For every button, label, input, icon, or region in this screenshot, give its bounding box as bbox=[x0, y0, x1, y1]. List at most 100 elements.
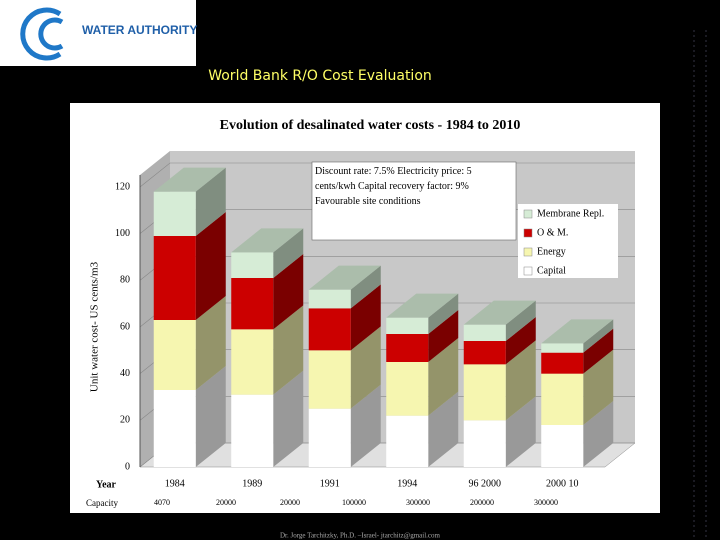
bar-side bbox=[195, 167, 226, 236]
x-axis-label: Year bbox=[96, 479, 117, 490]
x-tick-label: 1994 bbox=[397, 478, 417, 489]
annotation: Discount rate: 7.5% Electricity price: 5… bbox=[315, 166, 472, 207]
capacity-value: 200000 bbox=[470, 498, 494, 507]
capacity-value: 300000 bbox=[534, 498, 558, 507]
bar-front bbox=[541, 373, 584, 425]
slide-title: World Bank R/O Cost Evaluation bbox=[208, 68, 432, 84]
bar-front bbox=[153, 236, 196, 320]
bar-side bbox=[505, 396, 536, 467]
bar-side bbox=[583, 401, 614, 467]
bar-side bbox=[195, 212, 226, 320]
bar-side bbox=[195, 366, 226, 467]
x-tick-label: 1989 bbox=[242, 478, 262, 489]
bar-top bbox=[463, 300, 536, 325]
bar-segment bbox=[308, 326, 381, 409]
legend-swatch bbox=[523, 247, 533, 257]
x-tick-label: 1991 bbox=[320, 478, 340, 489]
bar-top bbox=[386, 293, 459, 318]
chart-title: Evolution of desalinated water costs - 1… bbox=[220, 118, 521, 133]
bar-side bbox=[273, 370, 304, 467]
bar-side bbox=[428, 338, 459, 416]
y-tick-label: 80 bbox=[120, 275, 130, 286]
y-tick-label: 60 bbox=[120, 321, 130, 332]
bar-side bbox=[505, 340, 536, 421]
bar-segment bbox=[541, 328, 614, 374]
bar-front bbox=[231, 252, 274, 278]
bar-segment bbox=[386, 338, 459, 416]
bar-segment bbox=[541, 319, 614, 353]
bar-segment bbox=[463, 340, 536, 421]
bar-side bbox=[350, 384, 381, 467]
bar-front bbox=[308, 308, 351, 351]
bar-side bbox=[273, 254, 304, 330]
bar-segment bbox=[308, 284, 381, 351]
bar-segment bbox=[231, 254, 304, 330]
logo-mark bbox=[20, 7, 64, 61]
bar-side bbox=[428, 391, 459, 467]
bar-side bbox=[273, 228, 304, 278]
x-tick-label: 1984 bbox=[165, 478, 185, 489]
legend-label: Membrane Repl. bbox=[537, 208, 604, 219]
bar-segment bbox=[386, 391, 459, 467]
capacity-label: Capacity bbox=[86, 498, 118, 508]
bar-side bbox=[583, 319, 614, 353]
bar-segment bbox=[231, 370, 304, 467]
bar-front bbox=[541, 352, 584, 374]
bar-front bbox=[231, 394, 274, 467]
bar-side bbox=[273, 305, 304, 395]
y-tick-label: 120 bbox=[115, 181, 130, 192]
bar-top bbox=[541, 319, 614, 344]
annotation-text: Discount rate: 7.5% Electricity price: 5… bbox=[315, 166, 472, 207]
bar-segment bbox=[541, 349, 614, 425]
bar-front bbox=[386, 415, 429, 467]
logo-arc bbox=[38, 17, 64, 51]
bar-front bbox=[308, 289, 351, 309]
bar-front bbox=[308, 350, 351, 409]
bar-segment bbox=[231, 305, 304, 395]
legend-label: Capital bbox=[537, 265, 566, 276]
bar-front bbox=[308, 408, 351, 467]
bar-side bbox=[350, 326, 381, 409]
capacity-value: 20000 bbox=[216, 498, 236, 507]
y-tick-label: 0 bbox=[125, 461, 130, 472]
decor-lines bbox=[693, 30, 707, 540]
capacity-value: 20000 bbox=[280, 498, 300, 507]
bar-side bbox=[428, 310, 459, 362]
bar-front bbox=[153, 191, 196, 236]
legend-swatch bbox=[523, 266, 533, 276]
y-axis-label: Unit water cost- US cents/m3 bbox=[89, 261, 101, 392]
bar-side bbox=[428, 293, 459, 334]
x-tick-label: 96 2000 bbox=[469, 478, 502, 489]
bar-front bbox=[386, 334, 429, 362]
bar-front bbox=[463, 420, 506, 467]
capacity-value: 300000 bbox=[406, 498, 430, 507]
bar-front bbox=[541, 343, 584, 353]
logo-text: WATER AUTHORITY bbox=[82, 23, 197, 37]
bar-front bbox=[153, 390, 196, 467]
bar-segment bbox=[386, 310, 459, 362]
bar-segment bbox=[153, 366, 226, 467]
capacity-value: 100000 bbox=[342, 498, 366, 507]
bar-front bbox=[231, 278, 274, 330]
legend-label: Energy bbox=[537, 246, 566, 257]
bar-side bbox=[583, 349, 614, 425]
bar-segment bbox=[153, 212, 226, 320]
x-tick-label: 2000 10 bbox=[546, 478, 579, 489]
bar-segment bbox=[153, 296, 226, 390]
bar-front bbox=[386, 317, 429, 334]
bar-side bbox=[583, 328, 614, 374]
bar-side bbox=[195, 296, 226, 390]
bar-front bbox=[463, 324, 506, 341]
bar-side bbox=[505, 317, 536, 365]
y-tick-label: 40 bbox=[120, 368, 130, 379]
bar-top bbox=[153, 167, 226, 192]
y-tick-label: 100 bbox=[115, 228, 130, 239]
footer: Dr. Jorge Tarchitzky, Ph.D. –Israel- jta… bbox=[280, 532, 441, 540]
legend-swatch bbox=[523, 209, 533, 219]
bar-segment bbox=[308, 384, 381, 467]
bar-front bbox=[463, 341, 506, 365]
logo-arc bbox=[20, 7, 62, 61]
legend-swatch bbox=[523, 228, 533, 238]
y-tick-label: 20 bbox=[120, 415, 130, 426]
